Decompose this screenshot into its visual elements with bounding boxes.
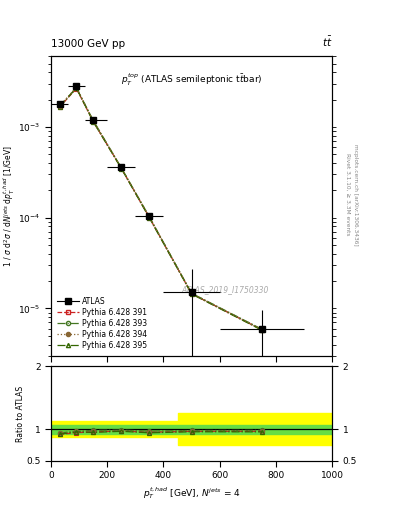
Text: 13000 GeV pp: 13000 GeV pp [51,38,125,49]
Pythia 6.428 391 [74,86,79,92]
Pythia 6.428 394 [119,165,124,171]
Pythia 6.428 395 [119,165,124,172]
Pythia 6.428 393 [147,214,152,220]
Y-axis label: Ratio to ATLAS: Ratio to ATLAS [16,386,25,441]
Pythia 6.428 394 [91,118,95,124]
Line: Pythia 6.428 394: Pythia 6.428 394 [57,86,264,332]
Pythia 6.428 391 [57,104,62,110]
Pythia 6.428 395 [259,327,264,333]
Pythia 6.428 393 [74,84,79,91]
Pythia 6.428 391 [147,215,152,221]
Line: Pythia 6.428 393: Pythia 6.428 393 [57,86,264,331]
Text: ATLAS_2019_I1750330: ATLAS_2019_I1750330 [182,286,269,294]
Text: mcplots.cern.ch [arXiv:1306.3436]: mcplots.cern.ch [arXiv:1306.3436] [353,144,358,245]
Text: t$\bar{t}$: t$\bar{t}$ [321,34,332,49]
Pythia 6.428 393 [259,326,264,332]
Pythia 6.428 391 [259,327,264,333]
Y-axis label: 1 / $\sigma$ d$^2$$\sigma$ / d$N^{jets}$ d$p_T^{t,had}$ [1/GeV]: 1 / $\sigma$ d$^2$$\sigma$ / d$N^{jets}$… [1,145,17,267]
Legend: ATLAS, Pythia 6.428 391, Pythia 6.428 393, Pythia 6.428 394, Pythia 6.428 395: ATLAS, Pythia 6.428 391, Pythia 6.428 39… [55,295,149,352]
Pythia 6.428 395 [189,291,194,297]
Pythia 6.428 393 [91,117,95,123]
X-axis label: $p_T^{t,had}$ [GeV], $N^{jets}$ = 4: $p_T^{t,had}$ [GeV], $N^{jets}$ = 4 [143,486,241,501]
Pythia 6.428 393 [189,290,194,296]
Text: $p_T^{top}$ (ATLAS semileptonic t$\bar{t}$bar): $p_T^{top}$ (ATLAS semileptonic t$\bar{t… [121,71,263,88]
Pythia 6.428 395 [91,119,95,125]
Pythia 6.428 391 [189,291,194,297]
Pythia 6.428 391 [91,118,95,124]
Text: Rivet 3.1.10, ≥ 3.3M events: Rivet 3.1.10, ≥ 3.3M events [345,153,350,236]
Line: Pythia 6.428 391: Pythia 6.428 391 [57,87,264,332]
Line: Pythia 6.428 395: Pythia 6.428 395 [57,86,264,332]
Pythia 6.428 394 [57,103,62,110]
Pythia 6.428 394 [189,290,194,296]
Pythia 6.428 393 [57,103,62,109]
Pythia 6.428 394 [259,327,264,333]
Pythia 6.428 393 [119,165,124,171]
Pythia 6.428 395 [147,215,152,221]
Pythia 6.428 391 [119,165,124,172]
Pythia 6.428 395 [74,85,79,91]
Pythia 6.428 394 [147,214,152,220]
Pythia 6.428 394 [74,84,79,91]
Pythia 6.428 395 [57,104,62,110]
